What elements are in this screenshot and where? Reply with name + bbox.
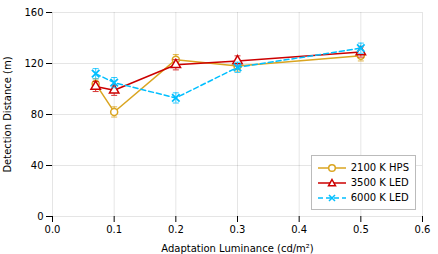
svg-text:0.1: 0.1 bbox=[106, 224, 122, 235]
svg-text:0: 0 bbox=[37, 211, 43, 222]
svg-text:80: 80 bbox=[31, 109, 44, 120]
svg-text:160: 160 bbox=[24, 7, 43, 18]
svg-text:120: 120 bbox=[24, 58, 43, 69]
html-text:6000 K LED: 6000 K LED bbox=[350, 192, 409, 203]
svg-text:40: 40 bbox=[31, 160, 44, 171]
svg-text:0.2: 0.2 bbox=[168, 224, 184, 235]
svg-text:Adaptation Luminance (cd/m²): Adaptation Luminance (cd/m²) bbox=[161, 243, 314, 254]
svg-text:0.5: 0.5 bbox=[353, 224, 369, 235]
html-text:2100 K HPS: 2100 K HPS bbox=[350, 162, 409, 173]
html-text:3500 K LED: 3500 K LED bbox=[350, 177, 409, 188]
svg-text:0.6: 0.6 bbox=[415, 224, 431, 235]
svg-text:Detection Distance (m): Detection Distance (m) bbox=[2, 56, 13, 172]
svg-text:0.4: 0.4 bbox=[291, 224, 307, 235]
svg-text:0.3: 0.3 bbox=[230, 224, 246, 235]
svg-text:0.0: 0.0 bbox=[45, 224, 61, 235]
